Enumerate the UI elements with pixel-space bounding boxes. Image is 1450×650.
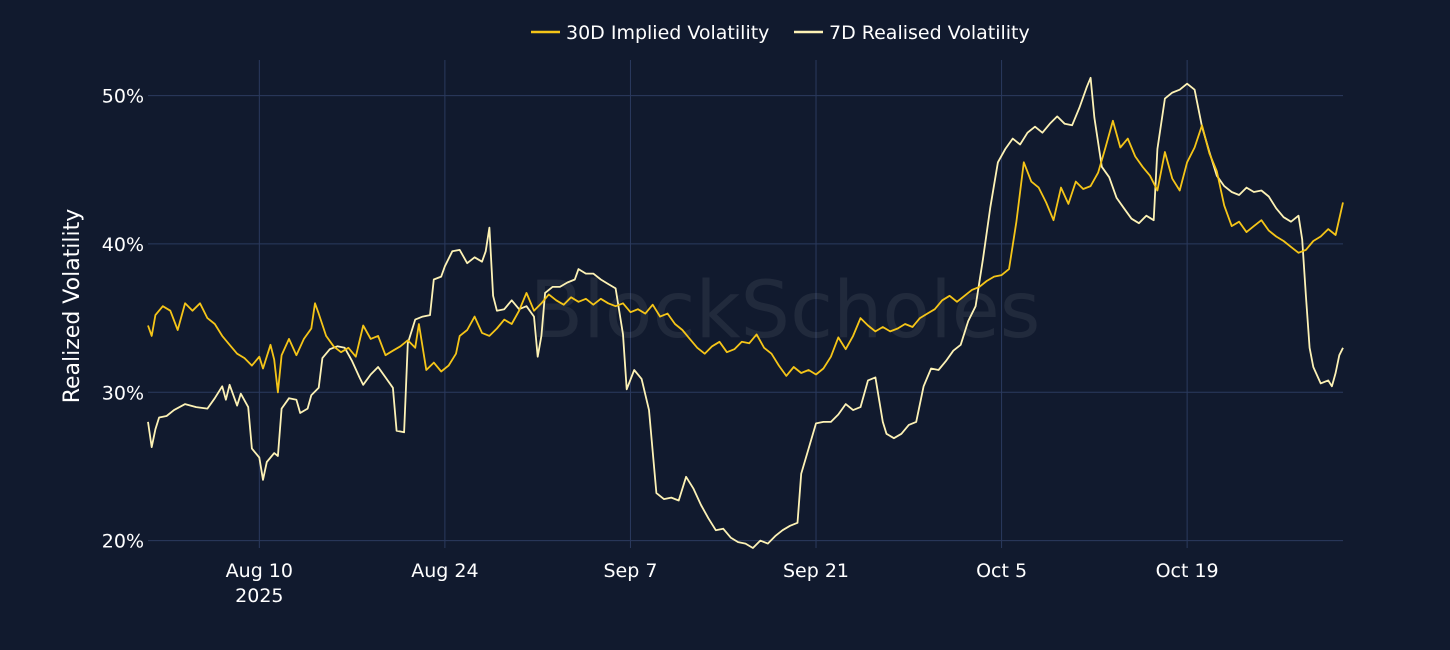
legend-item-implied-vol[interactable]: 30D Implied Volatility [531,22,769,44]
x-axis: Aug 10 2025 Aug 24 Sep 7 Sep 21 Oct 5 Oct 19 [226,560,1219,607]
legend-label: 7D Realised Volatility [829,22,1030,44]
series-line-realised-vol [147,76,1344,549]
y-tick-label: 20% [102,531,144,553]
x-tick-label: Aug 24 [411,560,478,582]
x-tick-label: Aug 10 [226,560,293,582]
watermark: BlockScholes [530,266,1041,356]
series-line-implied-vol [147,119,1344,394]
y-axis: 20% 30% 40% 50% [102,86,144,553]
x-tick-label: Oct 5 [976,560,1027,582]
y-tick-label: 30% [102,382,144,404]
y-tick-label: 50% [102,86,144,108]
x-tick-label: Sep 7 [603,560,657,582]
x-tick-sublabel: 2025 [235,585,283,607]
x-tick-label: Oct 19 [1156,560,1219,582]
y-axis-title: Realized Volatility [60,209,85,404]
series-lines [147,76,1344,549]
legend-item-realised-vol[interactable]: 7D Realised Volatility [794,22,1030,44]
legend[interactable]: 30D Implied Volatility 7D Realised Volati… [531,22,1030,44]
grid-lines [148,60,1343,548]
legend-label: 30D Implied Volatility [566,22,769,44]
y-tick-label: 40% [102,234,144,256]
x-tick-label: Sep 21 [783,560,849,582]
